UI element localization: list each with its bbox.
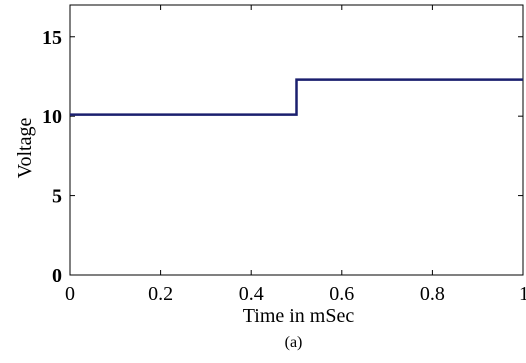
y-tick-label: 10 bbox=[42, 106, 62, 128]
x-tick-label: 0.2 bbox=[148, 283, 173, 305]
x-axis-ticks: 0 0.2 0.4 0.6 0.8 1 bbox=[65, 5, 526, 305]
x-tick-label: 1 bbox=[519, 283, 526, 305]
figure-caption: (a) bbox=[285, 334, 303, 351]
plot-area bbox=[69, 4, 524, 276]
x-tick-label: 0 bbox=[65, 283, 75, 305]
series-layer bbox=[70, 78, 523, 116]
y-axis-ticks: 0 5 10 15 bbox=[42, 27, 523, 287]
y-axis-label: Voltage bbox=[14, 118, 36, 179]
axes-frame bbox=[69, 4, 524, 276]
y-tick-label: 15 bbox=[42, 27, 62, 49]
x-tick-label: 0.6 bbox=[329, 283, 354, 305]
y-tick-label: 0 bbox=[52, 265, 62, 287]
x-axis-label: Time in mSec bbox=[243, 305, 355, 327]
x-tick-label: 0.8 bbox=[420, 283, 445, 305]
y-tick-label: 5 bbox=[52, 186, 62, 208]
x-tick-label: 0.4 bbox=[239, 283, 264, 305]
voltage-series-line bbox=[70, 78, 523, 116]
